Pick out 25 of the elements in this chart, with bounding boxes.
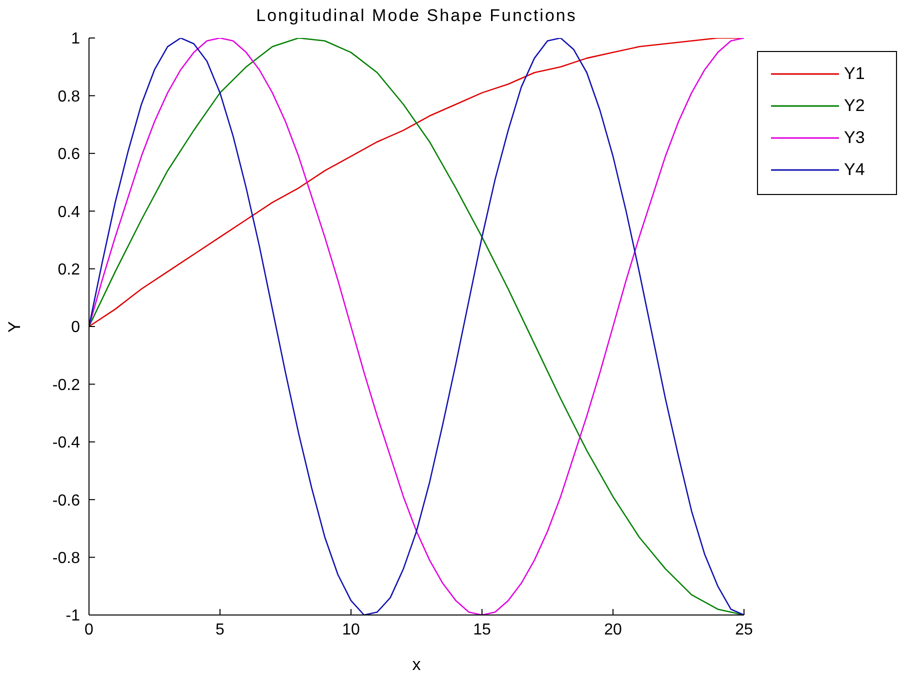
y-tick-label: -0.4 xyxy=(52,434,80,452)
y-tick-label: 0.6 xyxy=(58,146,80,164)
legend-label: Y2 xyxy=(844,96,865,116)
y-tick-label: -0.8 xyxy=(52,550,80,567)
x-tick-label: 0 xyxy=(84,621,94,638)
legend-label: Y4 xyxy=(844,160,865,180)
chart-title: Longitudinal Mode Shape Functions xyxy=(255,6,578,26)
x-tick-label: 20 xyxy=(604,621,622,638)
x-tick-label: 10 xyxy=(342,621,360,638)
line-series xyxy=(89,38,744,615)
y-tick-label: 0 xyxy=(71,319,80,336)
y-axis-title: Y xyxy=(5,320,25,332)
legend-label: Y3 xyxy=(844,128,865,148)
y-tick-label: -0.2 xyxy=(52,376,80,394)
x-tick-label: 25 xyxy=(735,621,753,638)
y-tick-label: -0.6 xyxy=(52,492,80,510)
y-tick-label: 0.2 xyxy=(58,261,80,278)
y-tick-label: 1 xyxy=(71,30,80,48)
y-tick-label: -1 xyxy=(66,608,80,625)
y-tick-label: 0.4 xyxy=(58,204,80,221)
x-axis-title: x xyxy=(411,655,422,675)
y-tick-label: 0.8 xyxy=(58,88,80,106)
x-tick-label: 15 xyxy=(473,621,491,638)
x-tick-label: 5 xyxy=(216,621,225,638)
legend-label: Y1 xyxy=(844,64,865,84)
